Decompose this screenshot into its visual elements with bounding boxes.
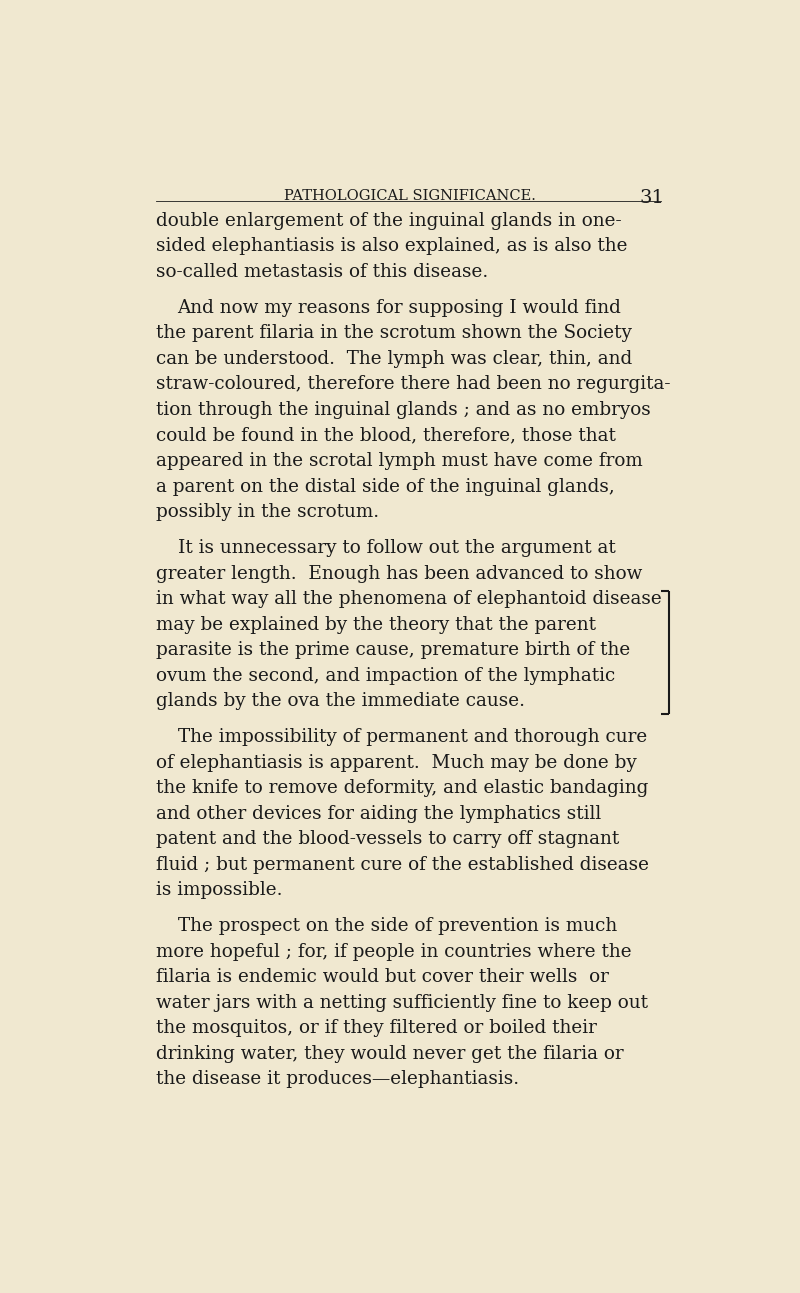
Text: may be explained by the theory that the parent: may be explained by the theory that the … bbox=[156, 615, 596, 634]
Text: tion through the inguinal glands ; and as no embryos: tion through the inguinal glands ; and a… bbox=[156, 401, 650, 419]
Text: patent and the blood-vessels to carry off stagnant: patent and the blood-vessels to carry of… bbox=[156, 830, 619, 848]
Text: the parent filaria in the scrotum shown the Society: the parent filaria in the scrotum shown … bbox=[156, 325, 632, 343]
Text: glands by the ova the immediate cause.: glands by the ova the immediate cause. bbox=[156, 692, 525, 710]
Text: sided elephantiasis is also explained, as is also the: sided elephantiasis is also explained, a… bbox=[156, 238, 627, 256]
Text: water jars with a netting sufficiently fine to keep out: water jars with a netting sufficiently f… bbox=[156, 994, 648, 1012]
Text: straw-coloured, therefore there had been no regurgita-: straw-coloured, therefore there had been… bbox=[156, 375, 670, 393]
Text: The prospect on the side of prevention is much: The prospect on the side of prevention i… bbox=[178, 917, 617, 935]
Text: is impossible.: is impossible. bbox=[156, 882, 282, 900]
Text: PATHOLOGICAL SIGNIFICANCE.: PATHOLOGICAL SIGNIFICANCE. bbox=[284, 189, 536, 203]
Text: double enlargement of the inguinal glands in one-: double enlargement of the inguinal gland… bbox=[156, 212, 622, 230]
Text: ovum the second, and impaction of the lymphatic: ovum the second, and impaction of the ly… bbox=[156, 667, 615, 685]
Text: greater length.  Enough has been advanced to show: greater length. Enough has been advanced… bbox=[156, 565, 642, 583]
Text: possibly in the scrotum.: possibly in the scrotum. bbox=[156, 503, 379, 521]
Text: The impossibility of permanent and thorough cure: The impossibility of permanent and thoro… bbox=[178, 728, 646, 746]
Text: the mosquitos, or if they filtered or boiled their: the mosquitos, or if they filtered or bo… bbox=[156, 1019, 597, 1037]
Text: of elephantiasis is apparent.  Much may be done by: of elephantiasis is apparent. Much may b… bbox=[156, 754, 637, 772]
Text: parasite is the prime cause, premature birth of the: parasite is the prime cause, premature b… bbox=[156, 641, 630, 659]
Text: It is unnecessary to follow out the argument at: It is unnecessary to follow out the argu… bbox=[178, 539, 615, 557]
Text: can be understood.  The lymph was clear, thin, and: can be understood. The lymph was clear, … bbox=[156, 350, 632, 369]
Text: drinking water, they would never get the filaria or: drinking water, they would never get the… bbox=[156, 1045, 623, 1063]
Text: a parent on the distal side of the inguinal glands,: a parent on the distal side of the ingui… bbox=[156, 477, 614, 495]
Text: in what way all the phenomena of elephantoid disease: in what way all the phenomena of elephan… bbox=[156, 590, 662, 608]
Text: filaria is endemic would but cover their wells  or: filaria is endemic would but cover their… bbox=[156, 968, 609, 987]
Text: And now my reasons for supposing I would find: And now my reasons for supposing I would… bbox=[178, 299, 622, 317]
Text: more hopeful ; for, if people in countries where the: more hopeful ; for, if people in countri… bbox=[156, 943, 631, 961]
Text: and other devices for aiding the lymphatics still: and other devices for aiding the lymphat… bbox=[156, 804, 601, 822]
Text: appeared in the scrotal lymph must have come from: appeared in the scrotal lymph must have … bbox=[156, 453, 642, 471]
Text: the knife to remove deformity, and elastic bandaging: the knife to remove deformity, and elast… bbox=[156, 780, 648, 798]
Text: 31: 31 bbox=[639, 189, 664, 207]
Text: fluid ; but permanent cure of the established disease: fluid ; but permanent cure of the establ… bbox=[156, 856, 649, 874]
Text: could be found in the blood, therefore, those that: could be found in the blood, therefore, … bbox=[156, 427, 616, 445]
Text: so-called metastasis of this disease.: so-called metastasis of this disease. bbox=[156, 262, 488, 281]
Text: the disease it produces—elephantiasis.: the disease it produces—elephantiasis. bbox=[156, 1071, 519, 1089]
